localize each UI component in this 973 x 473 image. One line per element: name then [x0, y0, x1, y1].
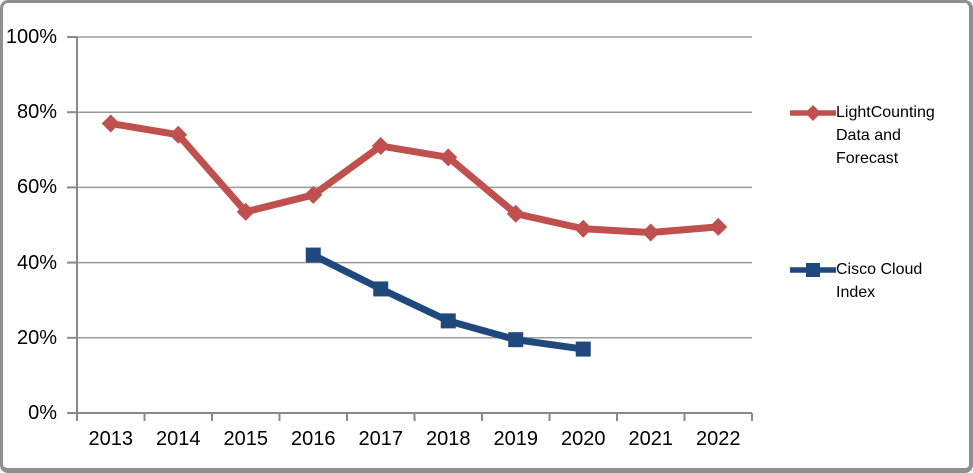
x-tick-label: 2020	[561, 428, 606, 450]
x-tick-label: 2016	[291, 428, 336, 450]
red-diamond-line-marker-icon	[790, 105, 836, 121]
blue-square-line-marker-icon	[790, 263, 836, 277]
x-tick-label: 2014	[156, 428, 201, 450]
x-tick-label: 2021	[628, 428, 674, 450]
legend-label-cisco-cloud-index: Cisco Cloud Index	[836, 261, 923, 301]
x-tick-label: 2022	[696, 428, 741, 450]
x-tick-label: 2013	[88, 428, 134, 450]
legend-entry-cisco-cloud-index: Cisco Cloud Index	[790, 258, 948, 304]
y-tick-label: 100%	[5, 26, 57, 48]
y-tick-label: 80%	[16, 101, 57, 124]
y-tick-label: 20%	[16, 326, 57, 349]
y-tick-label: 40%	[16, 251, 57, 274]
y-tick-label: 60%	[16, 176, 57, 199]
x-tick-label: 2015	[223, 428, 269, 450]
x-tick-label: 2017	[358, 428, 404, 450]
y-tick-label: 0%	[28, 402, 57, 424]
x-tick-label: 2019	[493, 428, 539, 450]
x-tick-label: 2018	[426, 428, 471, 450]
legend-entry-lightcounting: LightCounting Data and Forecast	[790, 101, 948, 170]
legend-label-lightcounting: LightCounting Data and Forecast	[836, 104, 935, 167]
